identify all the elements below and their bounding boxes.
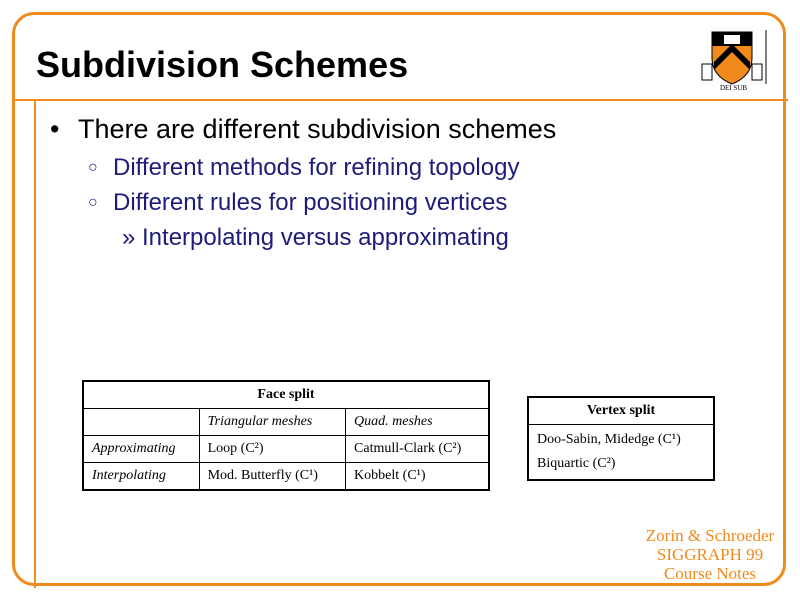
slide-title: Subdivision Schemes <box>36 44 409 85</box>
bullet-subsub: » Interpolating versus approximating <box>122 224 509 251</box>
svg-text:DEI SUB: DEI SUB <box>720 84 747 92</box>
table-row: Interpolating Mod. Butterfly (C¹) Kobbelt … <box>82 462 490 491</box>
bullet-text: Interpolating versus approximating <box>142 224 509 251</box>
row-label: Interpolating <box>82 462 200 491</box>
cell: Kobbelt (C¹) <box>345 462 490 491</box>
footer-line: SIGGRAPH 99 <box>656 545 764 564</box>
cell: Mod. Butterfly (C¹) <box>198 462 347 491</box>
col-header: Quad. meshes <box>345 408 490 436</box>
left-divider <box>34 100 36 588</box>
bullet-text: There are different subdivision schemes <box>78 114 557 144</box>
slide-frame <box>12 12 786 586</box>
title-divider <box>12 99 788 101</box>
bullet-sub-2: ○ Different rules for positioning vertice… <box>88 189 508 216</box>
face-split-table: Face split Triangular meshes Quad. meshes… <box>82 380 490 491</box>
footer-line: Zorin & Schroeder <box>645 526 775 545</box>
footer-line: Course Notes <box>663 564 757 583</box>
cell: Biquartic (C²) <box>537 456 616 471</box>
footer-credit: Zorin & Schroeder SIGGRAPH 99 Course Not… <box>600 526 780 583</box>
cell: Catmull-Clark (C²) <box>345 435 490 463</box>
cell: Doo-Sabin, Midedge (C¹) <box>537 432 681 447</box>
col-header: Triangular meshes <box>198 408 347 436</box>
cell: Loop (C²) <box>198 435 347 463</box>
vertex-split-table: Vertex split Doo-Sabin, Midedge (C¹) Biqu… <box>527 396 715 481</box>
face-split-header: Face split <box>82 380 490 409</box>
row-label: Approximating <box>82 435 200 463</box>
bullet-text: Different rules for positioning vertices <box>113 189 508 216</box>
princeton-shield-logo: DEI SUB <box>701 30 767 92</box>
table-row: Approximating Loop (C²) Catmull-Clark (C²) <box>82 435 490 463</box>
vertex-split-header: Vertex split <box>527 396 715 425</box>
bullet-main: • There are different subdivision schemes <box>50 114 557 144</box>
bullet-text: Different methods for refining topology <box>113 154 520 181</box>
bullet-sub-1: ○ Different methods for refining topology <box>88 154 520 181</box>
